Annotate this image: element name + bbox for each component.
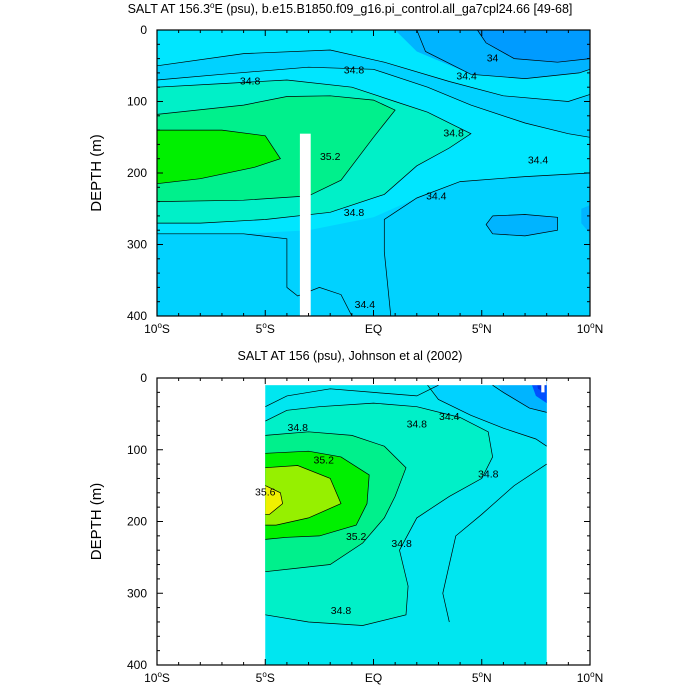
- contour-label: 34.8: [391, 538, 412, 550]
- x-tick-label: 10oN: [577, 670, 603, 685]
- contour-lines-obs: [265, 384, 547, 626]
- contour-label: 35.2: [346, 531, 367, 543]
- contour-label: 34.4: [456, 70, 477, 82]
- contour-line: [265, 384, 439, 408]
- contour-line: [157, 233, 353, 317]
- contour-line: [156, 66, 591, 138]
- region-34.2-edge: [581, 205, 590, 234]
- y-axis-label: DEPTH (m): [88, 134, 105, 212]
- contour-label: 34.4: [528, 155, 549, 167]
- contour-line: [156, 129, 281, 185]
- contour-label: 34.4: [355, 299, 376, 311]
- y-tick-label: 300: [127, 586, 147, 600]
- no-data-top: [265, 378, 547, 386]
- y-tick-label: 200: [127, 515, 147, 529]
- contour-label: 34.8: [344, 207, 365, 219]
- contour-line: [442, 463, 547, 623]
- plot-frame: [156, 377, 591, 666]
- region-35.4: [265, 465, 341, 526]
- contour-line: [485, 214, 558, 237]
- contour-label: 34.8: [407, 418, 428, 430]
- contour-label: 35.2: [320, 151, 341, 163]
- x-tick-label: 5oS: [256, 670, 275, 685]
- contour-line: [427, 384, 547, 447]
- x-tick-label: 10oS: [144, 670, 170, 685]
- contour-labels-model: 34 34.4 34.8 34.8 34.8 35.2 34.8 34.4 34.4 34.4: [240, 52, 549, 311]
- contour-label: 34: [487, 52, 499, 64]
- contour-label: 34.8: [344, 65, 365, 77]
- x-tick-label: EQ: [365, 671, 382, 685]
- contour-line: [416, 29, 591, 79]
- y-tick-label: 0: [140, 371, 147, 385]
- contour-label: 35.2: [313, 454, 334, 466]
- plot-frame: [156, 29, 591, 317]
- y-axis-label: DEPTH (m): [88, 483, 105, 561]
- contour-line: [156, 95, 396, 202]
- contour-lines-model: [156, 29, 591, 317]
- contour-line: [383, 172, 591, 317]
- missing-data-column: [299, 133, 311, 316]
- x-tick-label: 5oS: [256, 321, 275, 336]
- y-tick-label: 100: [127, 443, 147, 457]
- contour-label: 35.6: [255, 487, 276, 499]
- axes-top: 10oS 5oS EQ 5oN 10oN 0 100 200 300 400 DEPTH (m): [88, 23, 603, 336]
- x-tick-label: 5oN: [472, 321, 492, 336]
- chart-title-top: SALT AT 156.3oE (psu), b.e15.B1850.f09_g…: [127, 1, 573, 17]
- contour-fills-obs: [265, 378, 547, 665]
- contour-labels-obs: 34.4 34.8 34.8 35.2 34.8 35.6 35.2 34.8 34.8: [255, 411, 499, 617]
- contour-line: [265, 485, 283, 515]
- contour-label: 34.8: [240, 75, 261, 87]
- contour-label: 34.8: [443, 127, 464, 139]
- y-tick-label: 100: [127, 95, 147, 109]
- chart-title-bottom: SALT AT 156 (psu), Johnson et al (2002): [237, 349, 463, 363]
- contour-label: 34.8: [288, 422, 309, 434]
- contour-line: [156, 49, 591, 102]
- region-34.2-blob: [486, 214, 558, 236]
- y-tick-label: 200: [127, 166, 147, 180]
- contour-line: [265, 402, 493, 626]
- y-tick-label: 300: [127, 238, 147, 252]
- contour-fills-model: [157, 30, 590, 316]
- y-tick-label: 0: [140, 23, 147, 37]
- x-tick-label: 10oS: [144, 321, 170, 336]
- contour-line: [265, 431, 407, 573]
- x-tick-label: 5oN: [472, 670, 492, 685]
- x-tick-label: EQ: [365, 322, 382, 336]
- contour-label: 34.8: [478, 469, 499, 481]
- region-34.0: [477, 30, 590, 63]
- x-tick-label: 10oN: [577, 321, 603, 336]
- region-35.2: [157, 130, 281, 184]
- contour-line: [156, 79, 472, 224]
- axes-bottom: 10oS 5oS EQ 5oN 10oN 0 100 200 300 400 DEPTH (m): [88, 371, 603, 685]
- contour-label: 34.4: [439, 411, 460, 423]
- contour-label: 34.4: [426, 190, 447, 202]
- contour-line: [265, 465, 342, 526]
- contour-line: [265, 450, 370, 540]
- y-tick-label: 400: [127, 658, 147, 672]
- y-tick-label: 400: [127, 309, 147, 323]
- contour-label: 34.8: [331, 605, 352, 617]
- contour-line: [492, 384, 547, 413]
- contour-line: [477, 29, 591, 63]
